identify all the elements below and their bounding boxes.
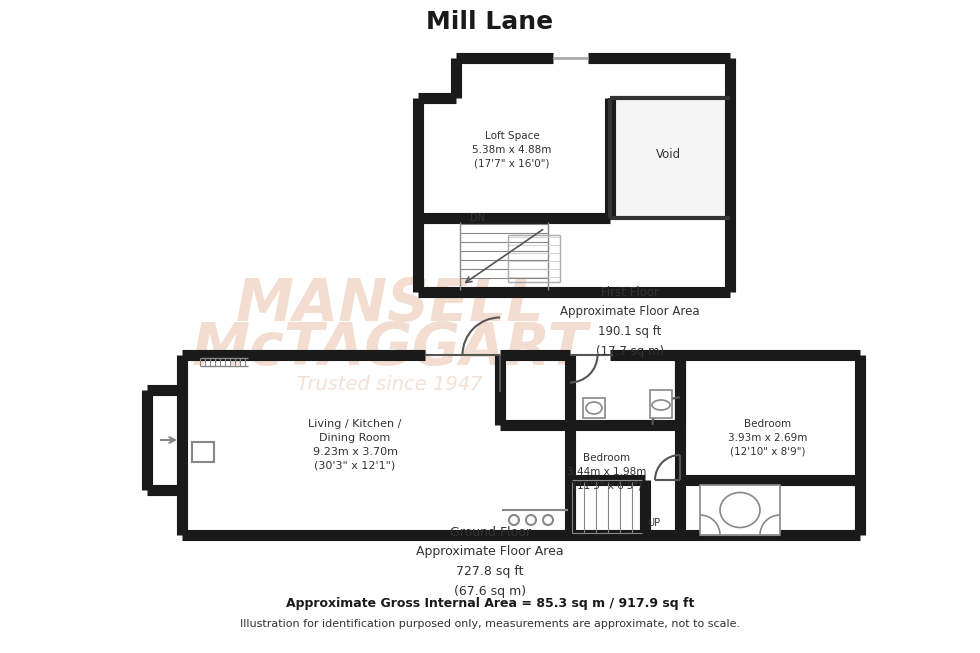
Text: DN: DN — [470, 213, 485, 223]
Ellipse shape — [720, 492, 760, 528]
Bar — [182, 355, 860, 535]
Text: UP: UP — [647, 518, 661, 528]
Text: MANSELL: MANSELL — [236, 276, 544, 334]
Ellipse shape — [652, 400, 670, 410]
Bar — [145, 390, 187, 490]
Text: Illustration for identification purposed only, measurements are approximate, not: Illustration for identification purposed… — [240, 619, 740, 629]
Text: Ground Floor
Approximate Floor Area
727.8 sq ft
(67.6 sq m): Ground Floor Approximate Floor Area 727.… — [416, 526, 564, 599]
Text: Loft Space
5.38m x 4.88m
(17'7" x 16'0"): Loft Space 5.38m x 4.88m (17'7" x 16'0") — [472, 131, 552, 169]
Text: Approximate Gross Internal Area = 85.3 sq m / 917.9 sq ft: Approximate Gross Internal Area = 85.3 s… — [286, 596, 694, 609]
Bar — [192, 442, 214, 462]
Text: Trusted since 1947: Trusted since 1947 — [297, 375, 483, 394]
Text: Bedroom
3.93m x 2.69m
(12'10" x 8'9"): Bedroom 3.93m x 2.69m (12'10" x 8'9") — [728, 419, 808, 457]
Text: McTAGGART: McTAGGART — [192, 319, 588, 377]
Text: Bedroom
3.44m x 1.98m
(11'3" x 6'5"): Bedroom 3.44m x 1.98m (11'3" x 6'5") — [567, 453, 647, 491]
Ellipse shape — [586, 402, 602, 414]
Text: Void: Void — [656, 148, 680, 161]
Bar — [700, 485, 780, 535]
Text: Mill Lane: Mill Lane — [426, 10, 554, 34]
Text: First Floor
Approximate Floor Area
190.1 sq ft
(17.7 sq m): First Floor Approximate Floor Area 190.1… — [561, 285, 700, 358]
Polygon shape — [418, 58, 730, 292]
Bar — [610, 98, 730, 218]
Text: Living / Kitchen /
Dining Room
9.23m x 3.70m
(30'3" x 12'1"): Living / Kitchen / Dining Room 9.23m x 3… — [309, 419, 402, 471]
Bar — [650, 390, 672, 418]
Bar — [583, 398, 605, 418]
